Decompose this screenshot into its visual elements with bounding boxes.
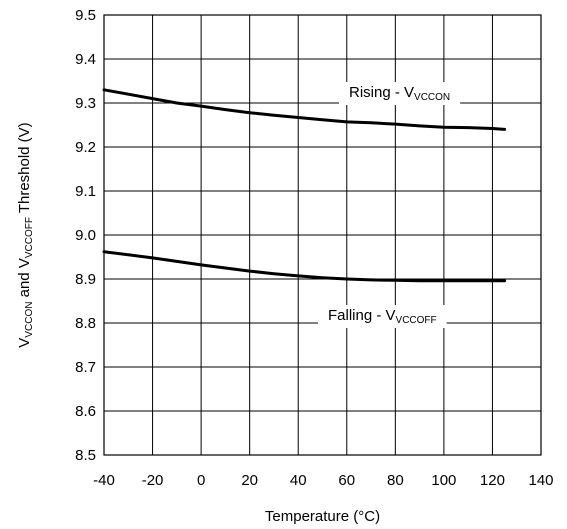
y-tick-label: 8.8 — [75, 315, 96, 332]
y-tick-label: 9.1 — [75, 183, 96, 200]
x-tick-label: -20 — [142, 472, 164, 489]
y-tick-label: 8.9 — [75, 271, 96, 288]
y-tick-label: 9.5 — [75, 7, 96, 24]
y-tick-labels: 8.5 8.6 8.7 8.8 8.9 9.0 9.1 9.2 9.3 9.4 9.5 — [75, 7, 96, 464]
x-tick-label: 120 — [480, 472, 505, 489]
y-tick-label: 9.3 — [75, 95, 96, 112]
x-tick-label: 100 — [431, 472, 456, 489]
plot-frame — [103, 14, 542, 456]
series-line-rising — [102, 88, 507, 131]
x-tick-label: -40 — [93, 472, 115, 489]
annotation-rising-label: Rising - VVCCON — [349, 84, 450, 103]
annotation-falling: Falling - VVCCOFF — [318, 305, 447, 328]
x-tick-label: 0 — [197, 472, 205, 489]
x-tick-label: 80 — [387, 472, 404, 489]
x-tick-label: 20 — [241, 472, 258, 489]
y-tick-label: 9.0 — [75, 227, 96, 244]
annotation-falling-label: Falling - VVCCOFF — [328, 307, 437, 326]
y-tick-label: 9.2 — [75, 139, 96, 156]
y-tick-label: 9.4 — [75, 51, 96, 68]
y-axis-label: VVCCON and VVCCOFF Threshold (V) — [16, 122, 35, 347]
annotation-rising: Rising - VVCCON — [339, 82, 461, 105]
x-axis-label: Temperature (°C) — [265, 508, 380, 525]
series-line-falling — [102, 250, 507, 283]
x-tick-label: 40 — [290, 472, 307, 489]
y-tick-label: 8.7 — [75, 359, 96, 376]
x-tick-label: 60 — [338, 472, 355, 489]
series-lines — [102, 88, 507, 283]
grid-lines — [104, 15, 541, 455]
y-tick-label: 8.6 — [75, 403, 96, 420]
x-tick-labels: -40 -20 0 20 40 60 80 100 120 140 — [93, 472, 553, 489]
y-tick-label: 8.5 — [75, 447, 96, 464]
x-tick-label: 140 — [528, 472, 553, 489]
